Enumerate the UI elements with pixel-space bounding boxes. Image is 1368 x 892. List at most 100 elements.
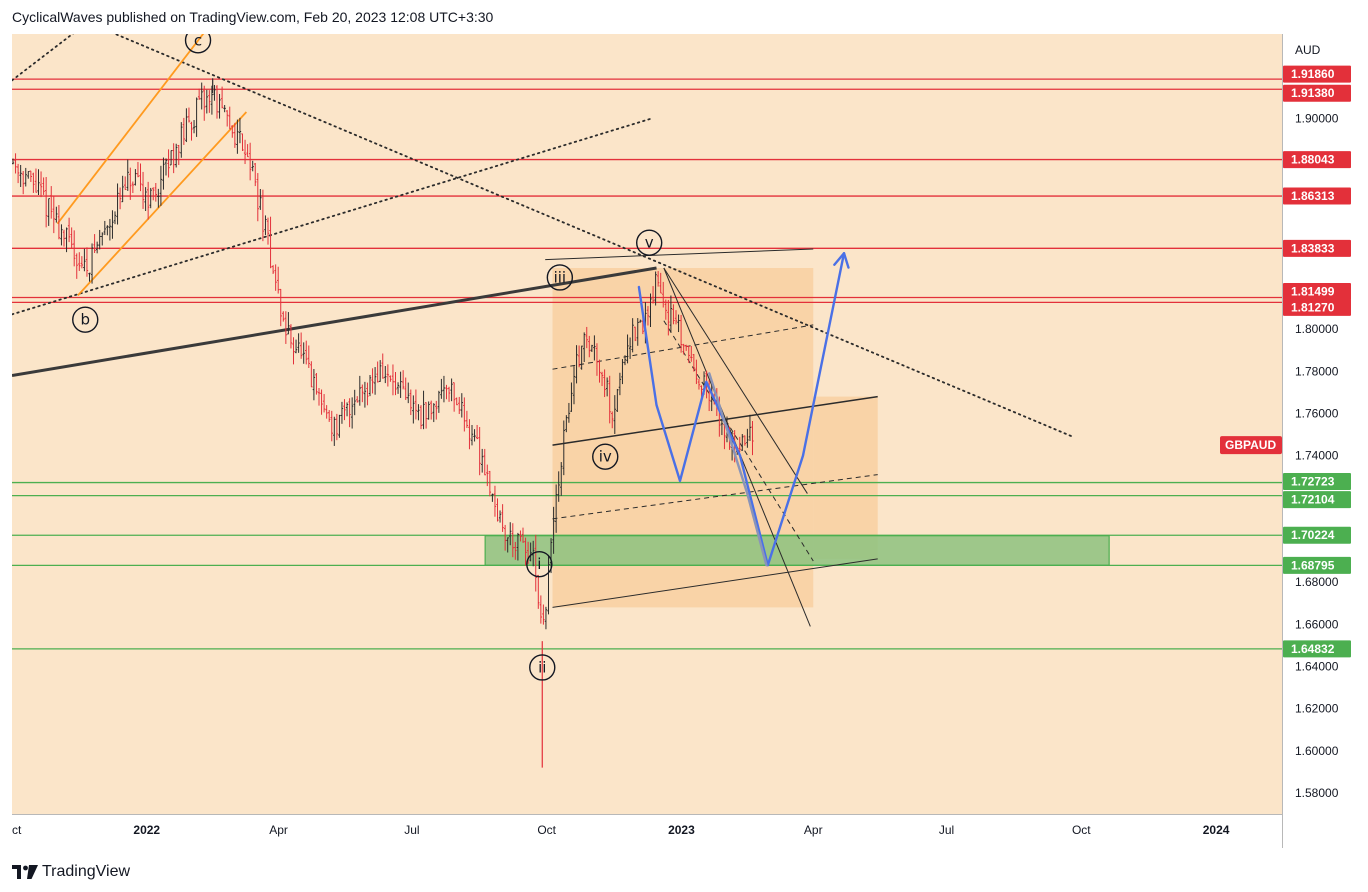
upper-parallel-mid [552, 324, 814, 370]
y-tick-1.76000: 1.76000 [1295, 406, 1339, 420]
gray-projection [708, 372, 768, 567]
tradingview-logo-icon [12, 865, 38, 879]
y-tick-1.68000: 1.68000 [1295, 575, 1339, 589]
wave-circle [592, 443, 619, 470]
wave-label-iv: iv [592, 443, 619, 470]
y-tick-1.74000: 1.74000 [1295, 449, 1339, 463]
y-tick-1.66000: 1.66000 [1295, 617, 1339, 631]
price-labels: 1.91860 1.91380 1.88043 1.86313 1.83833 1.814… [1283, 65, 1351, 658]
price-label-1.91380 [1283, 84, 1351, 102]
y-tick-1.64000: 1.64000 [1295, 659, 1339, 673]
price-label-text-1.70224: 1.70224 [1291, 528, 1335, 542]
price-label-1.81499 [1283, 283, 1351, 301]
wave-label-c: c [184, 34, 212, 54]
footer: TradingView [12, 861, 130, 883]
wave-text: i [537, 555, 541, 573]
price-label-text-1.86313: 1.86313 [1291, 189, 1335, 203]
dotted-upper-trendline [12, 34, 74, 82]
x-tick-2022: 2022 [133, 823, 160, 837]
price-label-text-1.88043: 1.88043 [1291, 153, 1335, 167]
projection-box [813, 396, 878, 559]
x-tick-Oct: Oct [1072, 823, 1091, 837]
wave-circle [635, 229, 663, 256]
price-label-1.72723 [1283, 473, 1351, 491]
wave-text: v [645, 234, 654, 252]
orange-channel-lower [77, 111, 248, 297]
x-tick-2024: 2024 [1203, 823, 1230, 837]
wave-circle [72, 306, 99, 333]
price-label-1.68795 [1283, 556, 1351, 574]
horizontal-levels [12, 78, 1282, 650]
price-label-1.64832 [1283, 640, 1351, 658]
price-label-1.86313 [1283, 187, 1351, 205]
x-tick-Jul: Jul [404, 823, 419, 837]
wave-circle [184, 34, 212, 54]
x-tick-Apr: Apr [269, 823, 288, 837]
x-tick-2023: 2023 [668, 823, 695, 837]
symbol-label: GBPAUD [1220, 436, 1282, 455]
projection-arrowhead [833, 252, 850, 269]
orange-channel-upper [56, 34, 205, 225]
price-axis-background [1282, 34, 1354, 814]
x-tick-ct: ct [12, 823, 22, 837]
dotted-lower-trendline [12, 117, 654, 316]
wave-text: ii [538, 658, 546, 676]
price-label-text-1.68795: 1.68795 [1291, 558, 1335, 572]
y-tick-1.90000: 1.90000 [1295, 111, 1339, 125]
price-chart[interactable]: c b iii v iv i ii AUD 1.90000 1.80000 1.78000 1.7… [12, 34, 1354, 848]
thick-resistance-trendline [12, 266, 657, 377]
price-label-1.88043 [1283, 151, 1351, 169]
y-tick-1.78000: 1.78000 [1295, 364, 1339, 378]
footer-brand: TradingView [42, 863, 131, 880]
upper-parallel-top [545, 248, 814, 261]
dotted-descending-trendline [113, 34, 1074, 438]
time-axis-background [12, 814, 1282, 848]
wave-circle [526, 550, 553, 578]
falling-channel-upper [663, 267, 808, 494]
projections [637, 251, 850, 567]
y-tick-1.58000: 1.58000 [1295, 786, 1339, 800]
x-tick-Jul: Jul [939, 823, 954, 837]
svg-text:GBPAUD: GBPAUD [1225, 438, 1276, 452]
candles [12, 78, 754, 768]
upper-parallel-base [552, 395, 878, 446]
price-label-text-1.64832: 1.64832 [1291, 642, 1335, 656]
wave-text: b [80, 311, 90, 329]
wave-label-i: i [526, 550, 553, 578]
wave-text: c [194, 34, 202, 49]
price-label-text-1.83833: 1.83833 [1291, 241, 1335, 255]
x-tick-Apr: Apr [804, 823, 823, 837]
price-label-1.83833 [1283, 239, 1351, 257]
y-tick-1.80000: 1.80000 [1295, 322, 1339, 336]
wave-label-v: v [635, 229, 663, 256]
wave-text: iii [554, 268, 567, 286]
wave-text: iv [599, 448, 612, 466]
price-label-text-1.81270: 1.81270 [1291, 300, 1335, 314]
x-tick-Oct: Oct [537, 823, 556, 837]
price-label-text-1.81499: 1.81499 [1291, 285, 1335, 299]
time-axis[interactable]: ct 2022 Apr Jul Oct 2023 Apr Jul Oct 2024 [12, 814, 1282, 848]
wave-label-b: b [72, 306, 99, 333]
price-label-text-1.91380: 1.91380 [1291, 86, 1335, 100]
lower-parallel-base [552, 558, 878, 608]
price-label-1.81270 [1283, 298, 1351, 316]
publisher-line: CyclicalWaves published on TradingView.c… [12, 9, 494, 25]
price-label-1.72104 [1283, 491, 1351, 509]
price-label-text-1.91860: 1.91860 [1291, 67, 1335, 81]
support-zone [484, 535, 1110, 566]
price-label-text-1.72723: 1.72723 [1291, 475, 1335, 489]
wave-circle [546, 264, 574, 291]
wave-label-iii: iii [546, 264, 574, 291]
wave-circle [529, 654, 556, 681]
price-label-1.91860 [1283, 65, 1351, 83]
price-label-1.70224 [1283, 526, 1351, 544]
lower-parallel-mid [552, 474, 878, 520]
wave-label-ii: ii [529, 654, 556, 681]
currency-label: AUD [1295, 43, 1321, 57]
price-label-text-1.72104: 1.72104 [1291, 493, 1335, 507]
support-zone-rect [484, 535, 1110, 566]
y-tick-1.60000: 1.60000 [1295, 744, 1339, 758]
y-tick-1.62000: 1.62000 [1295, 702, 1339, 716]
